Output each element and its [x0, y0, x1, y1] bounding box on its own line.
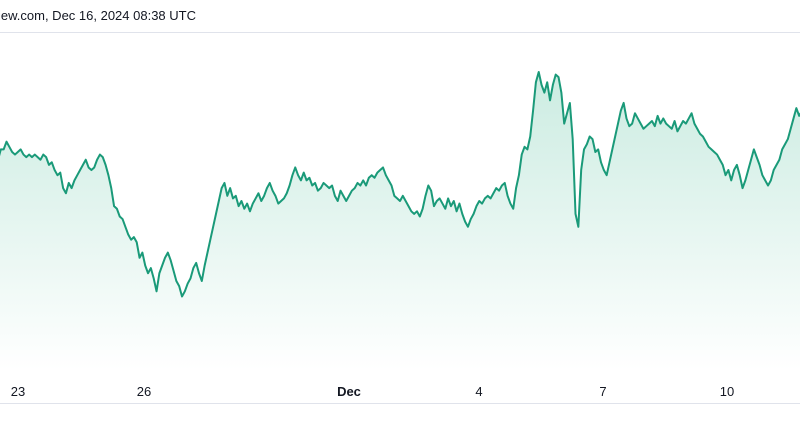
price-line: [0, 71, 800, 298]
chart-header: iew.com, Dec 16, 2024 08:38 UTC: [0, 0, 800, 33]
x-tick-label: Dec: [337, 384, 361, 399]
x-axis-ticks: 23 26 Dec 4 7 10: [11, 384, 734, 399]
x-tick-label: 26: [137, 384, 151, 399]
price-area-fill: [0, 72, 800, 370]
x-axis-border: [0, 403, 800, 404]
x-tick-label: 4: [475, 384, 482, 399]
x-tick-label: 7: [599, 384, 606, 399]
x-tick-label: 23: [11, 384, 25, 399]
attribution-text: iew.com, Dec 16, 2024 08:38 UTC: [0, 8, 196, 23]
x-tick-label: 10: [720, 384, 734, 399]
